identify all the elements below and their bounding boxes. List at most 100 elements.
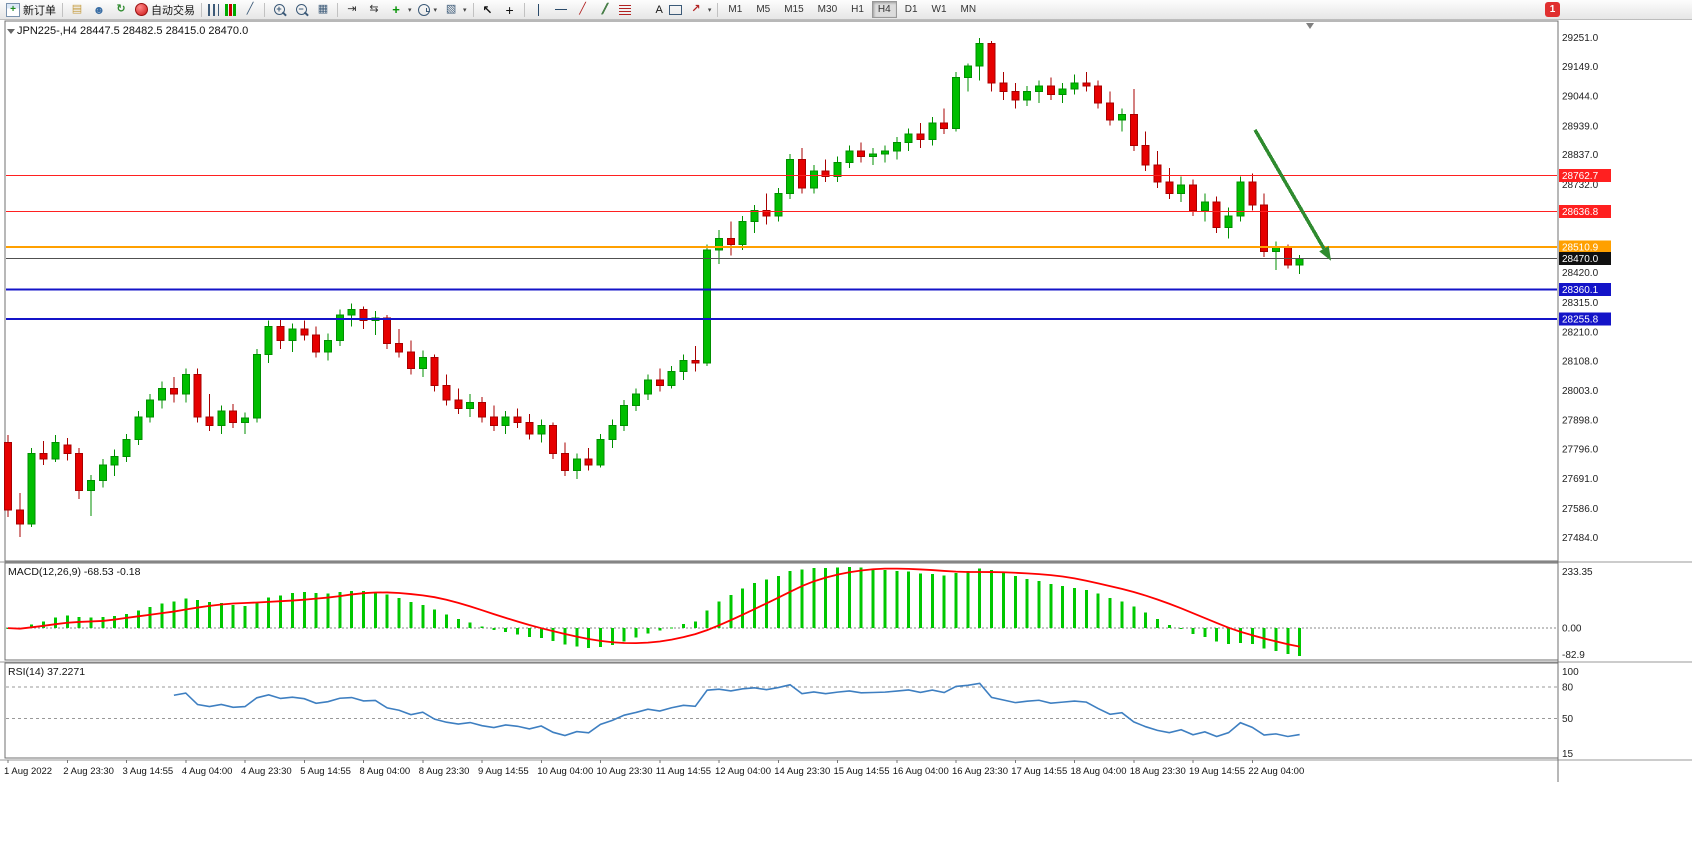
- svg-text:50: 50: [1562, 714, 1574, 725]
- fibonacci-button[interactable]: [616, 1, 634, 19]
- timeframe-h4[interactable]: H4: [871, 1, 897, 18]
- candle: [169, 377, 178, 403]
- svg-text:0.00: 0.00: [1562, 624, 1582, 635]
- candle: [999, 71, 1008, 101]
- timeframe-m30[interactable]: M30: [817, 4, 838, 15]
- chart-shift-marker-icon[interactable]: [1306, 23, 1314, 29]
- text-button-label: A: [655, 3, 663, 16]
- candle: [738, 216, 747, 251]
- svg-text:14 Aug 23:30: 14 Aug 23:30: [774, 766, 830, 777]
- timeframe-d1[interactable]: D1: [904, 4, 918, 15]
- toolbar-separator: [523, 2, 525, 17]
- label-button[interactable]: [666, 1, 685, 19]
- price-tag: 28510.9: [1559, 240, 1611, 254]
- candle: [1224, 207, 1233, 239]
- candle: [1153, 151, 1162, 188]
- svg-text:11 Aug 14:55: 11 Aug 14:55: [656, 766, 711, 777]
- candle: [323, 333, 332, 361]
- candlestick-button[interactable]: [222, 1, 239, 19]
- templates-button[interactable]: ▾: [440, 1, 470, 19]
- candle: [288, 323, 297, 352]
- candle: [217, 405, 226, 434]
- candle: [762, 193, 771, 225]
- candle: [276, 317, 285, 349]
- candle: [39, 440, 48, 465]
- price-axis[interactable]: 29251.0 29149.0 29044.0 28939.0 28837.0 28732…: [1559, 33, 1611, 760]
- periods-button[interactable]: ▾: [415, 1, 441, 19]
- candle: [1023, 86, 1032, 106]
- candle: [880, 145, 889, 163]
- svg-text:15 Aug 14:55: 15 Aug 14:55: [834, 766, 890, 777]
- candle: [501, 411, 510, 434]
- candle: [655, 368, 664, 392]
- toolbar-separator: [264, 2, 265, 17]
- timeframe-m15[interactable]: M15: [784, 4, 804, 15]
- candle: [632, 388, 641, 412]
- candle: [241, 412, 249, 434]
- candle: [1082, 71, 1091, 92]
- candle: [1177, 176, 1186, 202]
- candle: [110, 449, 119, 477]
- candle: [146, 394, 155, 423]
- svg-text:100: 100: [1562, 667, 1579, 678]
- candle: [916, 122, 925, 149]
- time-axis[interactable]: 1 Aug 2022 2 Aug 23:30 3 Aug 14:55 4 Aug 04…: [4, 760, 1304, 777]
- trend-arrow-annotation[interactable]: [1253, 128, 1331, 261]
- svg-text:28255.8: 28255.8: [1562, 315, 1599, 326]
- candle: [857, 142, 866, 163]
- svg-text:27484.0: 27484.0: [1562, 533, 1599, 544]
- text-button[interactable]: A: [634, 1, 666, 19]
- timeframe-m5[interactable]: M5: [756, 4, 771, 15]
- macd-panel: [6, 567, 1557, 656]
- candle: [797, 148, 806, 194]
- bar-chart-button[interactable]: [205, 1, 222, 19]
- candle: [691, 346, 700, 372]
- candles-icon: [225, 3, 236, 16]
- svg-text:28762.7: 28762.7: [1562, 171, 1599, 182]
- indicators-button[interactable]: ▾: [385, 1, 415, 19]
- candle: [98, 459, 107, 488]
- notification-badge[interactable]: 1: [1545, 2, 1560, 17]
- candle: [1011, 83, 1020, 109]
- candle: [596, 433, 605, 468]
- new-order-button[interactable]: 新订单: [3, 1, 59, 19]
- svg-text:15: 15: [1562, 749, 1574, 760]
- candle: [679, 354, 688, 381]
- candle: [418, 350, 427, 378]
- candle: [442, 374, 451, 406]
- svg-text:28636.8: 28636.8: [1562, 207, 1599, 218]
- dropdown-caret-icon: ▾: [463, 6, 467, 14]
- svg-text:28732.0: 28732.0: [1562, 180, 1599, 191]
- candle: [1058, 83, 1067, 103]
- candle: [703, 244, 712, 366]
- timeframe-w1[interactable]: W1: [931, 4, 947, 15]
- candle: [928, 117, 937, 146]
- candle: [51, 435, 60, 463]
- timeframe-m1[interactable]: M1: [728, 4, 743, 15]
- candle: [134, 411, 143, 446]
- clock-icon: [417, 3, 430, 16]
- one-click-trading-toggle-icon[interactable]: [7, 29, 15, 34]
- candle: [667, 365, 676, 389]
- autotrading-button[interactable]: 自动交易: [132, 1, 198, 19]
- autotrading-dot-icon: [135, 3, 148, 16]
- candle: [987, 40, 996, 92]
- candle: [1200, 193, 1209, 222]
- candle: [1165, 168, 1174, 200]
- bars-icon: [208, 3, 219, 16]
- candle: [584, 447, 593, 471]
- svg-text:27691.0: 27691.0: [1562, 474, 1599, 485]
- svg-text:9 Aug 14:55: 9 Aug 14:55: [478, 766, 529, 777]
- candle: [489, 405, 498, 431]
- timeframe-mn[interactable]: MN: [960, 4, 977, 15]
- timeframe-h1[interactable]: H1: [851, 4, 864, 15]
- candle: [892, 136, 901, 160]
- arrows-button[interactable]: ▾: [685, 1, 715, 19]
- svg-text:27796.0: 27796.0: [1562, 445, 1599, 456]
- candle: [1189, 179, 1197, 217]
- toolbar-buttons: 新订单 自动交易 ▾ ▾ ▾ A ▾: [3, 0, 721, 19]
- svg-text:28108.0: 28108.0: [1562, 356, 1599, 367]
- dropdown-caret-icon: ▾: [408, 6, 412, 14]
- toolbar-separator: [337, 2, 338, 17]
